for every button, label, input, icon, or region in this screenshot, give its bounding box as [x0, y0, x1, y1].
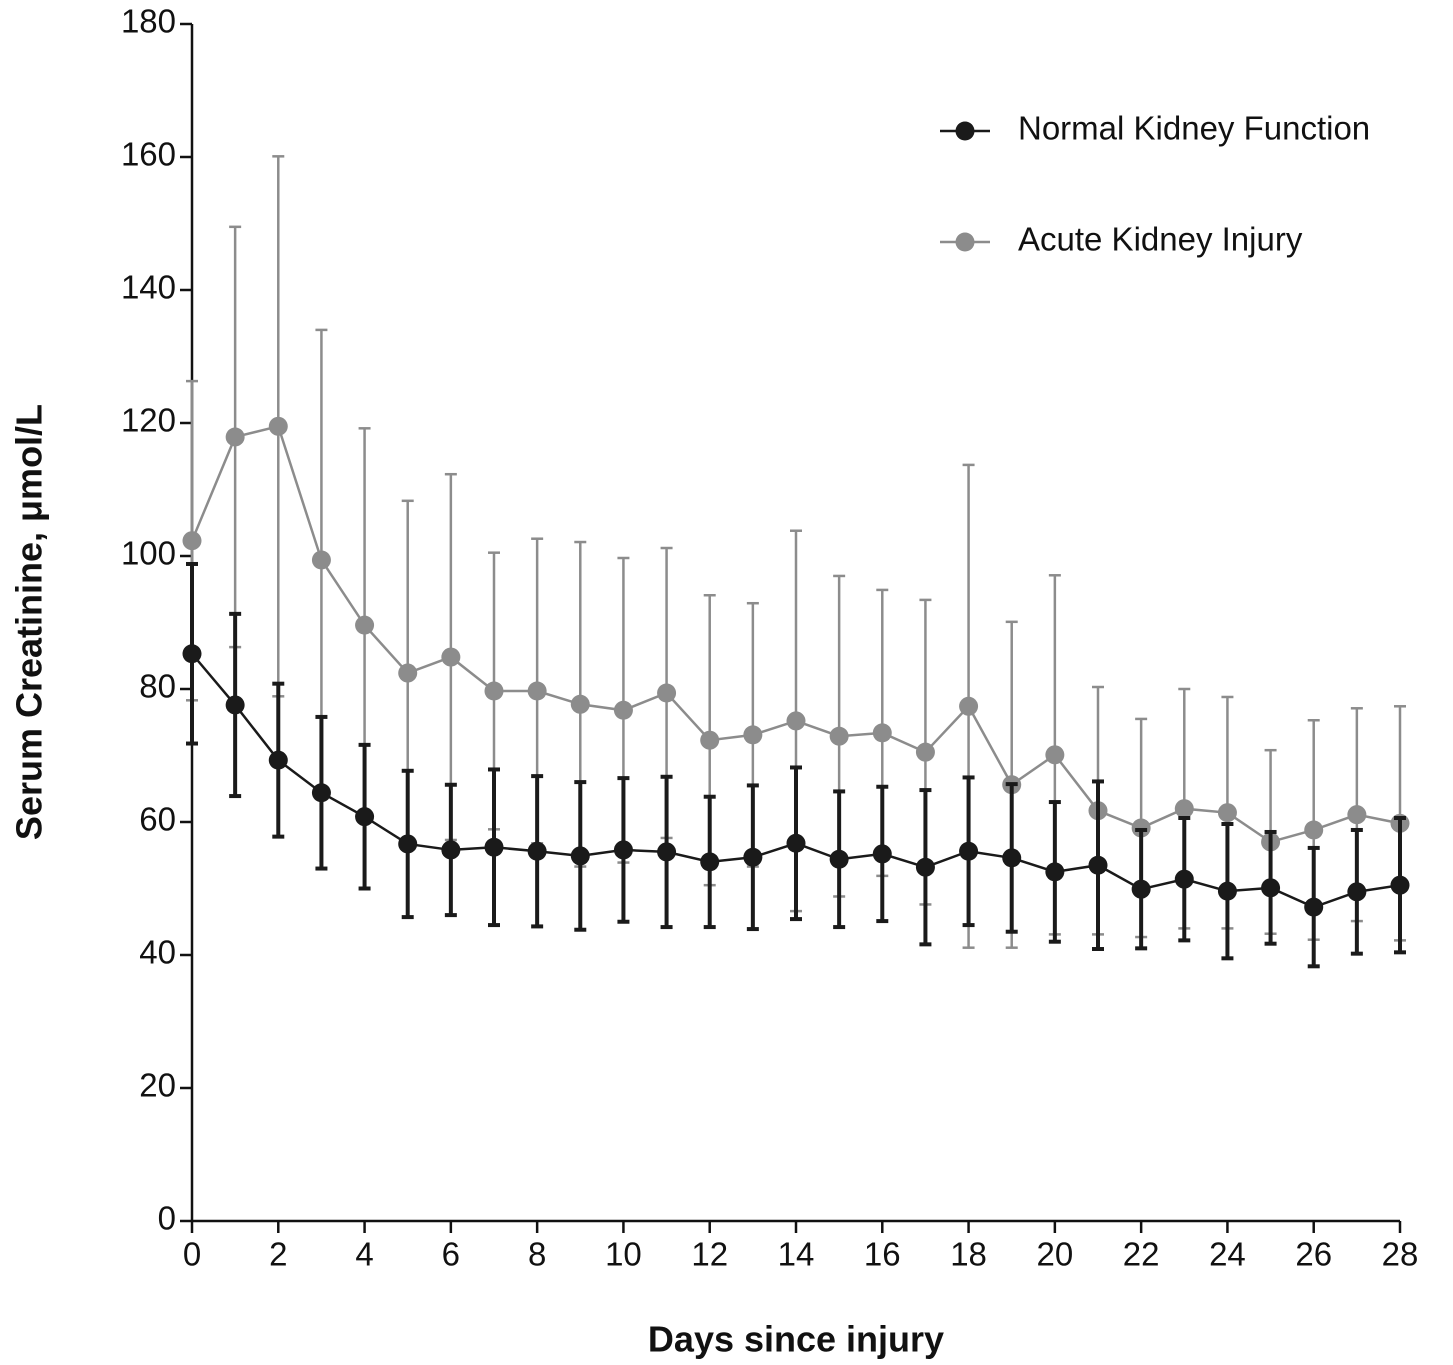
- data-point: [959, 841, 979, 861]
- x-tick-label: 6: [442, 1236, 460, 1273]
- legend-marker: [955, 232, 975, 252]
- y-tick-label: 100: [121, 535, 176, 572]
- data-point: [570, 846, 590, 866]
- x-tick-label: 24: [1209, 1236, 1246, 1273]
- data-point: [268, 416, 288, 436]
- data-point: [1174, 869, 1194, 889]
- legend-label: Normal Kidney Function: [1018, 110, 1370, 147]
- data-point: [182, 531, 202, 551]
- data-point: [268, 750, 288, 770]
- x-tick-label: 4: [355, 1236, 373, 1273]
- data-point: [872, 844, 892, 864]
- x-tick-label: 16: [864, 1236, 901, 1273]
- data-point: [441, 647, 461, 667]
- data-point: [700, 852, 720, 872]
- data-point: [657, 842, 677, 862]
- data-point: [915, 742, 935, 762]
- x-axis-title: Days since injury: [648, 1319, 944, 1360]
- data-point: [1002, 848, 1022, 868]
- data-point: [441, 840, 461, 860]
- data-point: [484, 837, 504, 857]
- x-tick-label: 22: [1123, 1236, 1160, 1273]
- data-point: [1347, 882, 1367, 902]
- data-point: [398, 834, 418, 854]
- x-tick-label: 8: [528, 1236, 546, 1273]
- x-tick-label: 10: [605, 1236, 642, 1273]
- data-point: [1131, 879, 1151, 899]
- data-point: [829, 849, 849, 869]
- y-tick-label: 40: [139, 934, 176, 971]
- data-point: [743, 847, 763, 867]
- x-tick-label: 26: [1295, 1236, 1332, 1273]
- data-point: [484, 681, 504, 701]
- data-point: [872, 723, 892, 743]
- data-point: [1304, 820, 1324, 840]
- data-point: [355, 807, 375, 827]
- y-tick-label: 160: [121, 136, 176, 173]
- data-point: [786, 833, 806, 853]
- data-point: [700, 730, 720, 750]
- data-point: [1347, 805, 1367, 825]
- data-point: [527, 681, 547, 701]
- data-point: [1174, 799, 1194, 819]
- y-tick-label: 60: [139, 801, 176, 838]
- data-point: [1390, 875, 1410, 895]
- x-tick-label: 12: [691, 1236, 728, 1273]
- data-point: [786, 711, 806, 731]
- y-tick-label: 20: [139, 1067, 176, 1104]
- data-point: [570, 694, 590, 714]
- data-point: [225, 427, 245, 447]
- y-axis-title: Serum Creatinine, μmol/L: [9, 404, 50, 840]
- data-point: [182, 644, 202, 664]
- data-point: [829, 726, 849, 746]
- y-tick-label: 80: [139, 668, 176, 705]
- data-point: [1217, 803, 1237, 823]
- y-tick-label: 0: [158, 1200, 176, 1237]
- data-point: [398, 663, 418, 683]
- data-point: [355, 615, 375, 635]
- data-point: [1261, 878, 1281, 898]
- x-tick-label: 20: [1036, 1236, 1073, 1273]
- x-tick-label: 28: [1382, 1236, 1419, 1273]
- legend-label: Acute Kidney Injury: [1018, 221, 1303, 258]
- x-tick-label: 2: [269, 1236, 287, 1273]
- data-point: [527, 841, 547, 861]
- x-tick-label: 0: [183, 1236, 201, 1273]
- y-tick-label: 140: [121, 269, 176, 306]
- x-tick-label: 14: [778, 1236, 815, 1273]
- data-point: [1045, 745, 1065, 765]
- legend-marker: [955, 121, 975, 141]
- data-point: [311, 550, 331, 570]
- data-point: [959, 696, 979, 716]
- data-point: [1304, 897, 1324, 917]
- data-point: [1045, 862, 1065, 882]
- data-point: [743, 725, 763, 745]
- data-point: [1217, 881, 1237, 901]
- y-tick-label: 120: [121, 402, 176, 439]
- data-point: [225, 695, 245, 715]
- x-tick-label: 18: [950, 1236, 987, 1273]
- data-point: [915, 857, 935, 877]
- y-tick-label: 180: [121, 3, 176, 40]
- data-point: [1088, 855, 1108, 875]
- data-point: [311, 783, 331, 803]
- data-point: [613, 840, 633, 860]
- data-point: [613, 700, 633, 720]
- data-point: [657, 683, 677, 703]
